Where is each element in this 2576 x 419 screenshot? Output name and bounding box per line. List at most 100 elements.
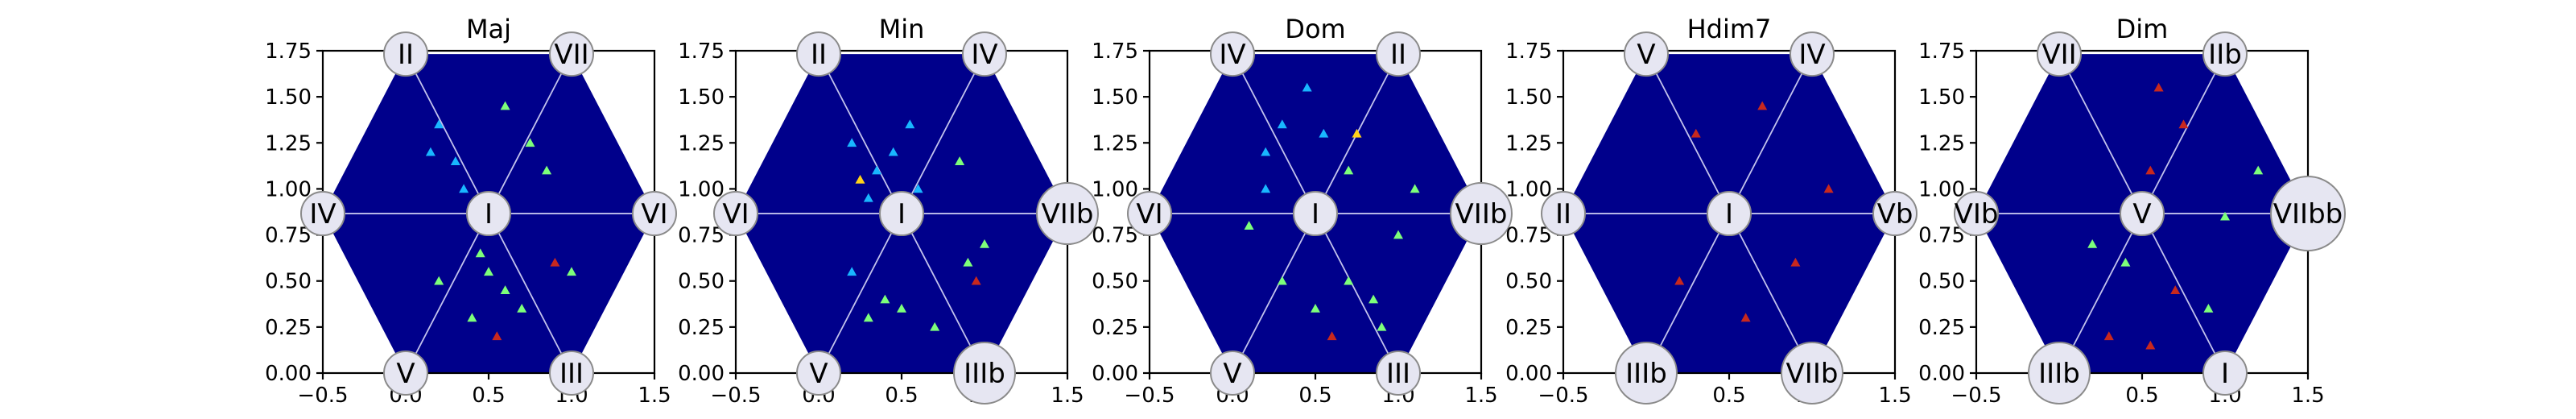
heat-cell <box>1368 294 1379 304</box>
node-label: VII <box>2041 39 2076 71</box>
y-tick-label: 1.00 <box>678 177 724 201</box>
heat-cell <box>1244 221 1254 230</box>
node-circle <box>1293 191 1338 237</box>
node-circle <box>632 191 677 237</box>
node-circle <box>1781 342 1843 404</box>
y-tick-label: 0.25 <box>1918 316 1965 340</box>
heat-cell <box>517 304 527 313</box>
heat-cell <box>971 276 981 285</box>
heat-cell <box>1410 184 1420 193</box>
y-tick-label: 1.75 <box>1918 39 1965 64</box>
node-label: IV <box>309 198 336 230</box>
heat-cell <box>2087 239 2098 248</box>
heat-cell <box>1311 304 1320 313</box>
node-circle <box>1450 182 1513 246</box>
y-tick-label: 0.00 <box>678 362 724 386</box>
heat-cell <box>855 175 865 184</box>
heat-cell <box>1261 184 1271 193</box>
x-tick-label: −0.5 <box>297 384 348 408</box>
node-circle <box>549 351 594 396</box>
y-tick-label: 0.00 <box>1505 362 1552 386</box>
node-circle <box>1872 191 1918 237</box>
heat-cell <box>500 101 510 110</box>
node-circle <box>1376 351 1421 396</box>
heat-cell <box>963 257 973 267</box>
y-tick-label: 1.25 <box>1918 131 1965 156</box>
heat-cell <box>500 285 510 294</box>
node-circle <box>1541 191 1586 237</box>
y-tick-label: 0.25 <box>1505 316 1552 340</box>
y-tick-label: 1.00 <box>265 177 312 201</box>
heat-cell <box>847 267 857 276</box>
node-circle <box>1615 342 1678 404</box>
x-tick-label: 0.5 <box>472 384 505 408</box>
heat-cell <box>525 138 535 147</box>
node-label: VIb <box>1955 198 1999 230</box>
node-label: II <box>398 39 414 71</box>
node-label: V <box>809 358 828 390</box>
y-tick-label: 1.25 <box>1092 131 1138 156</box>
y-tick-label: 1.50 <box>1092 85 1138 110</box>
panel-dom: −0.50.00.51.01.50.000.250.500.751.001.25… <box>1092 14 1513 408</box>
y-tick-label: 1.00 <box>1505 177 1552 201</box>
x-tick-label: 1.5 <box>2291 384 2324 408</box>
y-tick-label: 0.50 <box>1505 270 1552 294</box>
heat-cell <box>888 147 898 156</box>
x-tick-label: 1.5 <box>1878 384 1911 408</box>
x-tick-label: 1.5 <box>1464 384 1497 408</box>
node-label: IIb <box>2208 39 2242 71</box>
heat-cell <box>1790 257 1801 267</box>
heat-cell <box>1277 276 1287 285</box>
y-tick-label: 1.75 <box>678 39 724 64</box>
node-label: IIIb <box>2038 358 2080 390</box>
panel-title: Min <box>879 14 925 44</box>
node-label: IV <box>1798 39 1825 71</box>
heat-cell <box>434 119 444 129</box>
node-circle <box>2202 31 2248 77</box>
heat-cell <box>1757 101 1768 110</box>
node-label: IV <box>1219 39 1245 71</box>
heat-cell <box>1302 82 1312 92</box>
y-tick-label: 1.25 <box>678 131 724 156</box>
node-circle <box>1210 351 1255 396</box>
y-tick-label: 1.50 <box>1505 85 1552 110</box>
heat-cell <box>1377 322 1387 331</box>
node-circle <box>2120 191 2165 237</box>
heat-cell <box>2203 304 2214 313</box>
node-circle <box>2028 342 2091 404</box>
node-circle <box>383 31 428 77</box>
heat-cell <box>2103 331 2114 341</box>
heat-cell <box>897 304 906 313</box>
y-tick-label: 0.25 <box>678 316 724 340</box>
node-label: VI <box>1136 198 1162 230</box>
node-label: IV <box>971 39 997 71</box>
heat-cell <box>542 165 552 175</box>
heat-cell <box>2170 285 2181 294</box>
node-circle <box>549 31 594 77</box>
heat-cell <box>2145 340 2156 350</box>
heat-cell <box>1344 165 1354 175</box>
y-tick-label: 0.00 <box>1918 362 1965 386</box>
y-tick-label: 1.00 <box>1092 177 1138 201</box>
heat-cell <box>863 193 873 202</box>
node-label: II <box>1390 39 1406 71</box>
heat-cell <box>1344 276 1354 285</box>
node-label: VIIbb <box>2273 198 2343 230</box>
node-circle <box>962 31 1007 77</box>
node-label: V <box>396 358 415 390</box>
panel-hdim7: −0.50.00.51.01.50.000.250.500.751.001.25… <box>1505 14 1918 408</box>
y-tick-label: 0.75 <box>1918 224 1965 248</box>
heat-cell <box>1352 128 1362 138</box>
heat-cell <box>459 184 469 193</box>
heat-cell <box>567 267 576 276</box>
heat-cell <box>1327 331 1337 341</box>
node-label: I <box>898 198 906 230</box>
heat-cell <box>847 138 857 147</box>
y-tick-label: 0.25 <box>265 316 312 340</box>
panel-title: Dom <box>1285 14 1345 44</box>
node-label: Vb <box>1877 198 1913 230</box>
x-tick-label: 1.5 <box>638 384 671 408</box>
heat-cell <box>2178 119 2189 129</box>
node-circle <box>1210 31 1255 77</box>
y-tick-label: 0.00 <box>265 362 312 386</box>
